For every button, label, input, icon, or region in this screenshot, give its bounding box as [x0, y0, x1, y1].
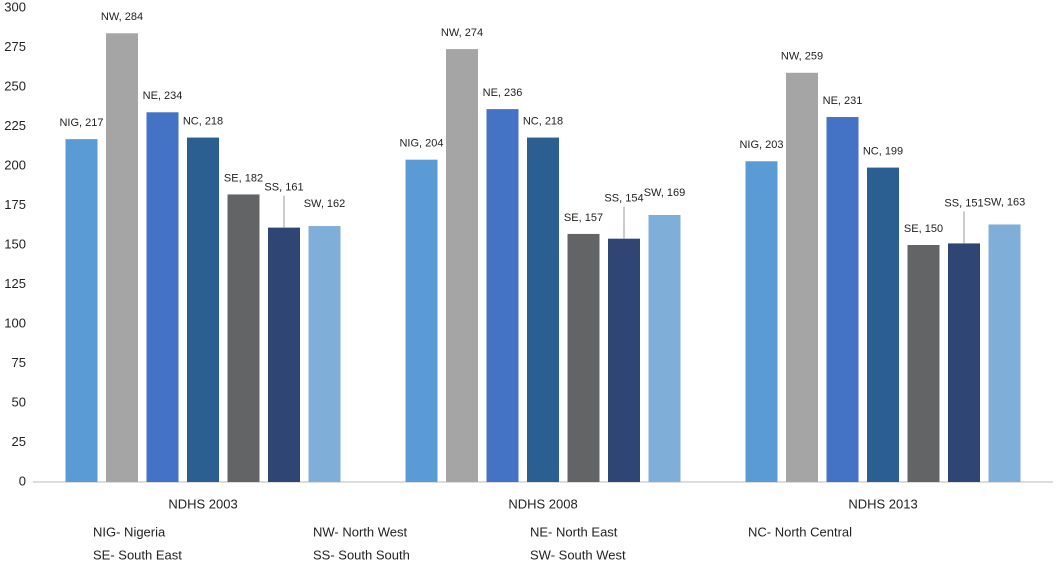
bar [405, 159, 438, 482]
y-tick-label: 200 [4, 157, 26, 172]
value-label: SW, 163 [984, 196, 1026, 208]
value-label: SS, 161 [264, 182, 303, 194]
value-label: NE, 236 [483, 87, 523, 99]
y-tick-label: 225 [4, 118, 26, 133]
value-label: NW, 284 [101, 11, 143, 23]
value-label: NE, 234 [143, 90, 183, 102]
bar [187, 137, 219, 482]
legend-entry: SS- South South [313, 547, 410, 562]
value-label: NIG, 217 [59, 117, 103, 129]
value-label: NW, 274 [441, 27, 483, 39]
value-label: SS, 154 [604, 193, 643, 205]
y-tick-label: 50 [12, 394, 26, 409]
value-label: SW, 162 [304, 198, 346, 210]
bar [948, 243, 980, 482]
y-tick-label: 0 [19, 473, 26, 488]
value-label: NIG, 204 [399, 138, 443, 150]
bar [648, 214, 681, 483]
bar [486, 109, 519, 483]
bar [268, 227, 300, 482]
bar [106, 33, 138, 482]
value-label: NW, 259 [781, 51, 823, 63]
bar [826, 117, 859, 483]
y-tick-label: 275 [4, 39, 26, 54]
legend-entry: SW- South West [530, 547, 626, 562]
legend-entry: NE- North East [530, 524, 618, 539]
value-label: SW, 169 [644, 187, 686, 199]
bar [446, 49, 478, 483]
y-tick-label: 150 [4, 236, 26, 251]
bar [988, 224, 1021, 482]
y-tick-label: 75 [12, 355, 26, 370]
value-label: NC, 218 [183, 115, 223, 127]
x-tick-label: NDHS 2013 [848, 496, 917, 511]
value-label: NC, 199 [863, 145, 903, 157]
value-label: SE, 182 [224, 172, 263, 184]
bar [146, 112, 179, 482]
legend-entry: NW- North West [313, 524, 408, 539]
y-tick-label: 250 [4, 78, 26, 93]
value-label: NC, 218 [523, 115, 563, 127]
bar [608, 238, 640, 482]
bar [227, 194, 260, 482]
bar [907, 245, 940, 482]
value-label: SE, 150 [904, 223, 943, 235]
y-tick-label: 125 [4, 276, 26, 291]
y-tick-label: 300 [4, 0, 26, 14]
y-tick-label: 25 [12, 434, 26, 449]
bar [65, 139, 98, 482]
value-label: SS, 151 [944, 197, 983, 209]
x-tick-label: NDHS 2003 [168, 496, 237, 511]
value-label: NE, 231 [823, 95, 863, 107]
bar [786, 72, 818, 482]
legend-entry: SE- South East [93, 547, 182, 562]
bar [745, 161, 778, 482]
x-tick-label: NDHS 2008 [508, 496, 577, 511]
legend-entry: NIG- Nigeria [93, 524, 166, 539]
value-label: SE, 157 [564, 212, 603, 224]
bar [567, 233, 600, 482]
legend-entry: NC- North Central [748, 524, 852, 539]
value-label: NIG, 203 [739, 139, 783, 151]
y-tick-label: 175 [4, 197, 26, 212]
y-tick-label: 100 [4, 315, 26, 330]
bar [527, 137, 559, 482]
bar [867, 167, 899, 482]
bar [308, 226, 341, 482]
